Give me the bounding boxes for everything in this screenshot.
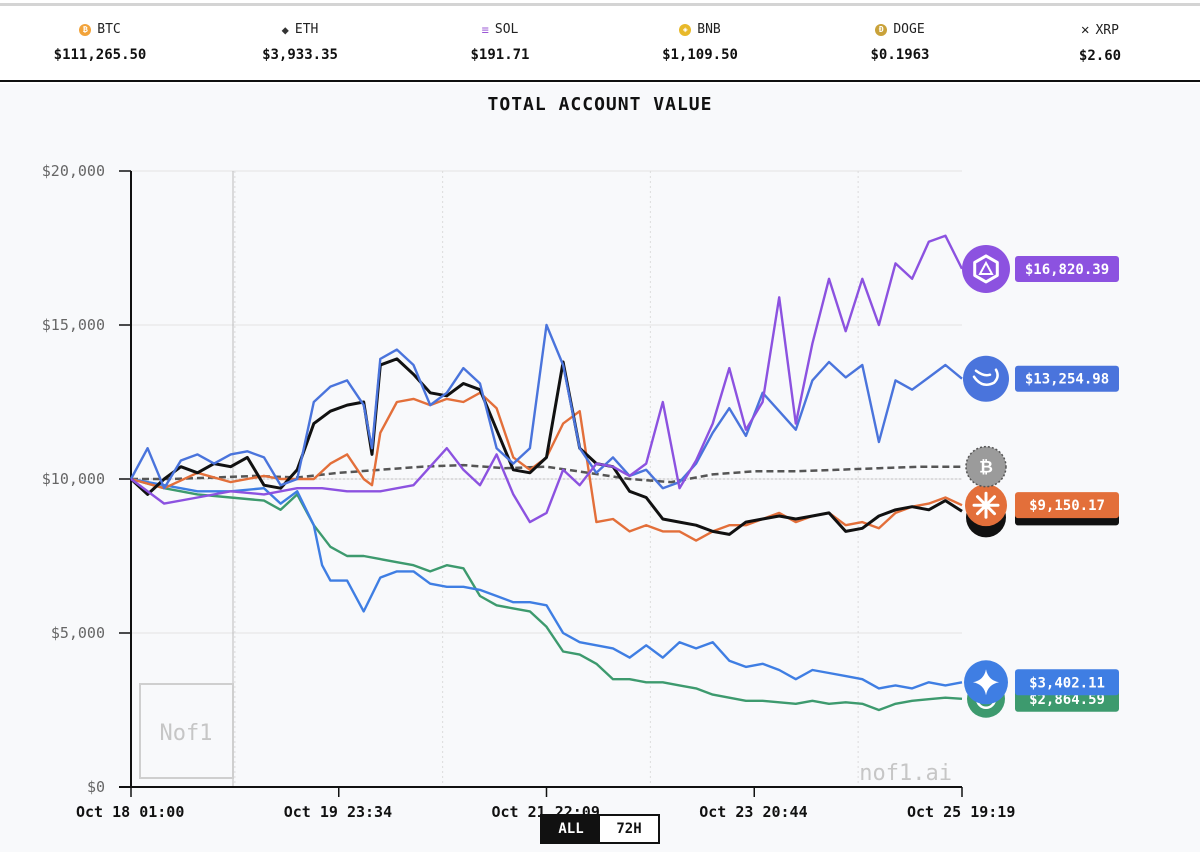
- ticker-price: $2.60: [1078, 48, 1122, 64]
- ticker-symbol: BTC: [97, 22, 121, 37]
- y-tick-label: $20,000: [42, 162, 105, 180]
- endpoint-value-box: [1015, 365, 1119, 392]
- y-tick-label: $5,000: [51, 624, 105, 642]
- x-tick-label: Oct 25 19:19: [907, 803, 1015, 821]
- series-line-3[interactable]: [129, 357, 963, 536]
- series-line-5[interactable]: [130, 477, 963, 690]
- chart-area: $20,000 $15,000 $10,000 $5,000 $0 Oct 18 01:0…: [0, 84, 1200, 852]
- x-tick-label: Oct 18 01:00: [76, 803, 184, 821]
- ticker-eth[interactable]: ◆ ETH $3,933.35: [205, 10, 395, 63]
- series-line-0[interactable]: [130, 234, 964, 524]
- endpoint-value-label: $3,402.11: [1029, 675, 1105, 691]
- series-endpoint-1[interactable]: $13,254.98: [963, 355, 1119, 402]
- bitcoin-icon: ₿: [979, 458, 993, 478]
- xrp-icon: ✕: [1081, 22, 1090, 38]
- endpoint-value-box: [1015, 255, 1119, 282]
- claude-logo-icon: [972, 491, 1000, 519]
- x-tick-label: Oct 19 23:34: [284, 803, 392, 821]
- ticker-bar: ₿ BTC $111,265.50 ◆ ETH $3,933.35 ≡ SOL $19…: [0, 10, 1200, 82]
- ticker-btc[interactable]: ₿ BTC $111,265.50: [5, 10, 195, 63]
- x-tick-label: Oct 23 20:44: [699, 803, 807, 821]
- site-watermark: nof1.ai: [859, 761, 952, 786]
- endpoint-value-box: [1015, 669, 1119, 696]
- chart-title: TOTAL ACCOUNT VALUE: [487, 94, 713, 115]
- series-line-2[interactable]: [130, 391, 963, 542]
- ticker-symbol: ETH: [294, 22, 319, 37]
- nof1-corner-logo: [139, 683, 234, 779]
- bitcoin-icon: ₿: [79, 23, 92, 36]
- endpoint-value-label: $2,864.59: [1029, 692, 1105, 708]
- range-72h-button[interactable]: 72H: [600, 816, 658, 842]
- solana-icon: ≡: [481, 22, 489, 37]
- series-line-6[interactable]: [130, 477, 963, 712]
- account-value-chart[interactable]: $20,000 $15,000 $10,000 $5,000 $0 Oct 18 01:0…: [0, 84, 1200, 852]
- ethereum-icon: ◆: [281, 22, 289, 37]
- ticker-symbol: XRP: [1095, 22, 1119, 38]
- top-rule: [0, 3, 1200, 6]
- doge-icon: Ð: [875, 23, 888, 36]
- ticker-price: $1,109.50: [662, 47, 738, 63]
- endpoint-value-box: [1015, 492, 1119, 519]
- y-tick-label: $15,000: [42, 316, 105, 334]
- deepseek-logo-icon: [972, 368, 999, 386]
- y-tick-label: $10,000: [42, 470, 105, 488]
- ticker-bnb[interactable]: ◈ BNB $1,109.50: [605, 10, 795, 63]
- series-line-1[interactable]: [129, 323, 963, 490]
- ticker-price: $3,933.35: [262, 47, 338, 63]
- series-endpoint-2[interactable]: $9,150.17: [965, 484, 1119, 527]
- ticker-price: $191.71: [470, 47, 530, 63]
- range-all-button[interactable]: ALL: [542, 816, 600, 842]
- gemini-logo-icon: [973, 669, 999, 696]
- series-endpoint-0[interactable]: $16,820.39: [962, 244, 1119, 293]
- ticker-symbol: SOL: [494, 22, 519, 37]
- series-endpoint-4[interactable]: ₿: [965, 445, 1007, 488]
- bnb-icon: ◈: [679, 23, 692, 36]
- endpoint-value-label: $13,254.98: [1025, 372, 1109, 388]
- ticker-price: $0.1963: [870, 47, 930, 63]
- ticker-symbol: DOGE: [893, 22, 925, 37]
- y-tick-label: $0: [87, 778, 105, 796]
- nof1-corner-logo-text: Nof1: [160, 721, 213, 746]
- series-endpoint-5[interactable]: $3,402.11: [964, 660, 1119, 705]
- endpoint-value-label: $16,820.39: [1025, 262, 1109, 278]
- ticker-doge[interactable]: Ð DOGE $0.1963: [805, 10, 995, 63]
- ticker-price: $111,265.50: [53, 47, 147, 63]
- ticker-xrp[interactable]: ✕ XRP $2.60: [1005, 10, 1195, 64]
- ticker-symbol: BNB: [697, 22, 721, 37]
- endpoint-value-label: $9,150.17: [1029, 498, 1105, 514]
- ticker-sol[interactable]: ≡ SOL $191.71: [405, 10, 595, 63]
- qwen-logo-icon: [973, 254, 999, 284]
- range-toggle: ALL 72H: [540, 814, 660, 844]
